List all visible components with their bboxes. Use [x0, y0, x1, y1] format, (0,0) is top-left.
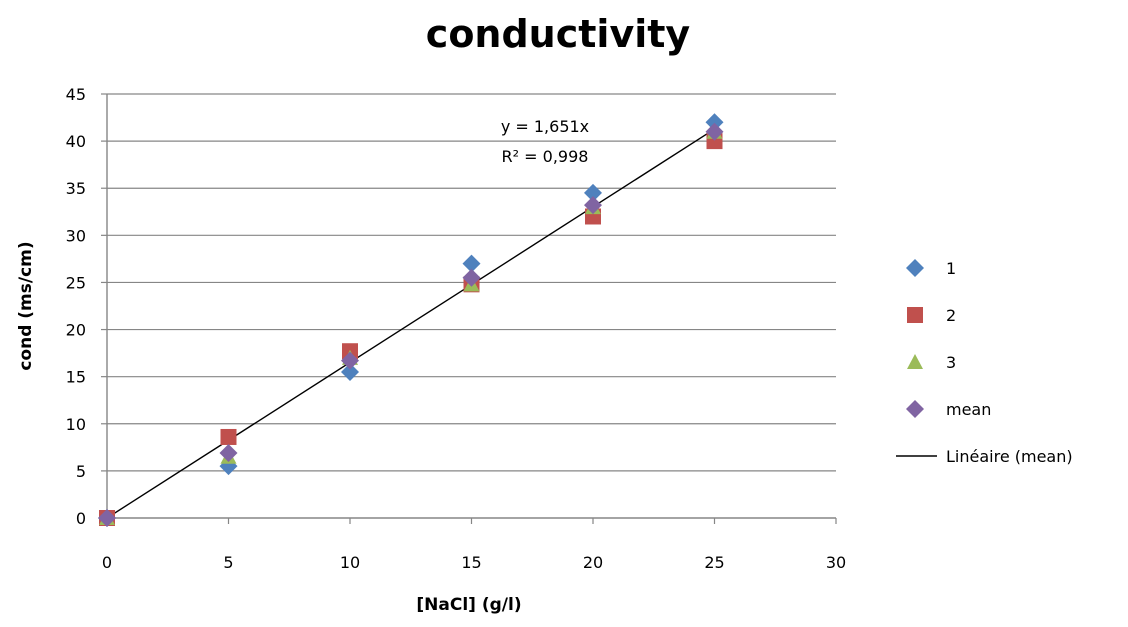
trendline-equation: y = 1,651x — [501, 117, 589, 136]
data-point-series-mean — [98, 509, 116, 527]
legend-label-mean: mean — [946, 400, 991, 419]
x-tick-label: 5 — [223, 553, 233, 572]
data-point-series-1 — [341, 362, 359, 381]
y-tick-label: 45 — [66, 85, 86, 104]
y-tick-label: 20 — [66, 321, 86, 340]
trendline-layer — [106, 128, 715, 519]
chart-title: conductivity — [426, 12, 691, 56]
legend-label-1: 1 — [946, 259, 956, 278]
y-tick-label: 25 — [66, 273, 86, 292]
x-tick-labels: 0 5 10 15 20 25 30 — [102, 553, 846, 572]
data-point-series-1 — [584, 183, 602, 202]
legend-marker-mean — [906, 400, 924, 418]
y-tick-label: 30 — [66, 226, 86, 245]
y-tick-label: 40 — [66, 132, 86, 151]
x-tick-label: 15 — [461, 553, 481, 572]
data-points — [98, 113, 724, 527]
y-tick-label: 0 — [76, 509, 86, 528]
y-tick-label: 15 — [66, 368, 86, 387]
data-point-series-1 — [462, 254, 481, 273]
y-tick-label: 5 — [76, 462, 86, 481]
x-axis-title: [NaCl] (g/l) — [416, 595, 521, 615]
x-tick-label: 10 — [340, 553, 360, 572]
data-point-series-1 — [705, 113, 724, 132]
y-tick-labels: 0 5 10 15 20 25 30 35 40 45 — [66, 85, 86, 528]
legend-label-3: 3 — [946, 353, 956, 372]
x-tick-label: 25 — [704, 553, 724, 572]
x-tick-label: 0 — [102, 553, 112, 572]
legend-marker-3 — [907, 354, 923, 369]
x-tick-label: 20 — [583, 553, 603, 572]
legend-marker-2 — [907, 307, 923, 323]
data-point-series-mean — [705, 122, 724, 141]
legend-label-2: 2 — [946, 306, 956, 325]
data-point-series-2 — [220, 428, 237, 445]
y-axis-title: cond (ms/cm) — [16, 241, 36, 370]
y-tick-label: 35 — [66, 179, 86, 198]
trendline-mean — [106, 128, 715, 519]
data-point-series-mean — [219, 443, 238, 462]
legend-label-trendline: Linéaire (mean) — [946, 447, 1073, 466]
data-point-series-mean — [584, 196, 602, 215]
trendline-r-squared: R² = 0,998 — [502, 147, 589, 166]
y-tick-label: 10 — [66, 415, 86, 434]
axes — [101, 93, 837, 524]
legend: 1 2 3 mean Linéaire (mean) — [896, 259, 1073, 466]
x-tick-label: 30 — [826, 553, 846, 572]
legend-marker-1 — [906, 259, 924, 277]
data-point-series-mean — [462, 268, 481, 287]
data-point-series-mean — [341, 351, 359, 370]
